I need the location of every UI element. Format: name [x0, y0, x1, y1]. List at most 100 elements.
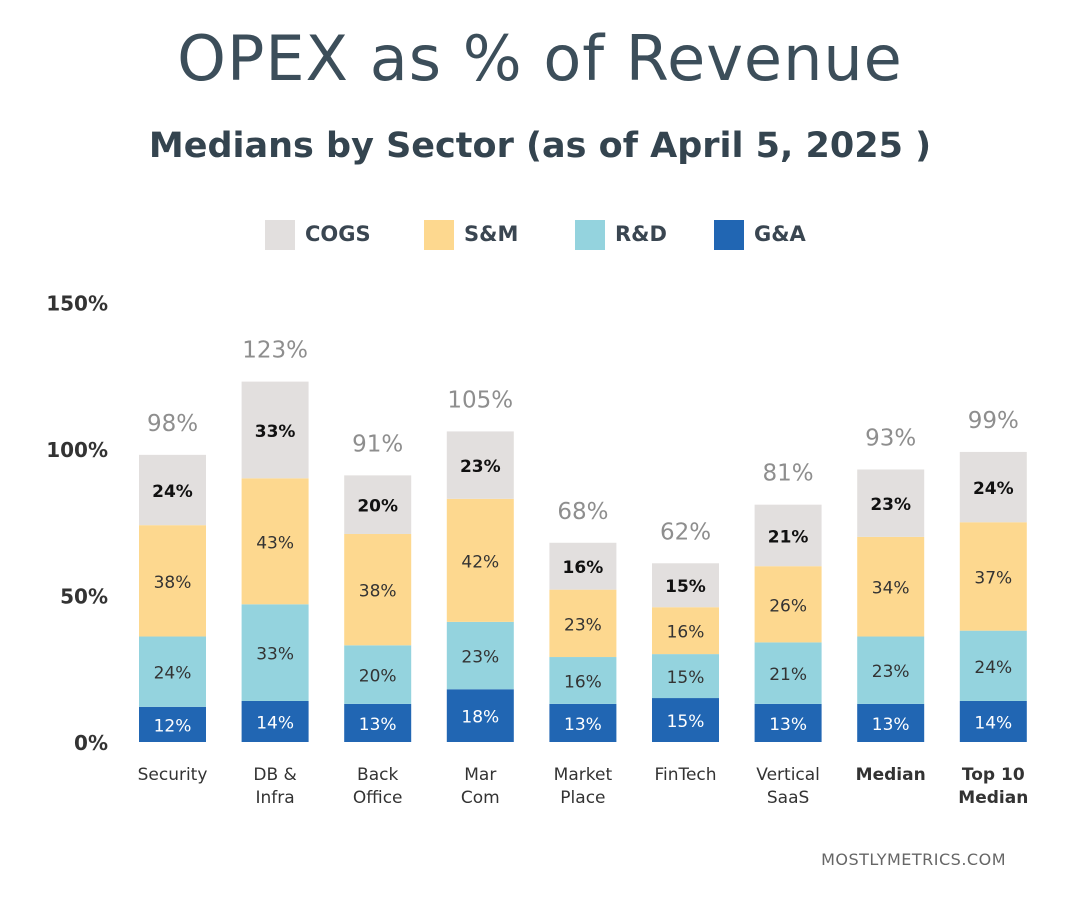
bar-segment-rd [857, 636, 925, 704]
x-tick-label: SaaS [767, 788, 809, 808]
total-label: 91% [352, 431, 403, 457]
data-label: 15% [665, 577, 706, 597]
bar-segment-rd [344, 645, 412, 704]
bar-segment-ga [754, 703, 822, 742]
data-label: 33% [255, 422, 296, 442]
total-label: 98% [147, 411, 198, 437]
y-tick-label: 150% [46, 292, 108, 316]
y-tick-label: 100% [46, 438, 108, 462]
data-label: 16% [667, 623, 705, 643]
data-label: 26% [769, 596, 807, 616]
data-label: 43% [256, 533, 294, 553]
bar-segment-sm [959, 522, 1027, 631]
x-tick-label: Median [856, 765, 926, 785]
data-label: 24% [154, 664, 192, 684]
legend-swatch-rd [575, 220, 605, 250]
bar-segment-sm [549, 589, 617, 658]
bar-segment-sm [344, 533, 412, 646]
data-label: 12% [154, 716, 192, 736]
source-credit: MOSTLYMETRICS.COM [821, 850, 1006, 869]
bar-segment-cogs [139, 454, 206, 526]
data-label: 23% [461, 648, 499, 668]
bar-segment-ga [241, 700, 309, 742]
data-label: 14% [256, 713, 294, 733]
data-label: 38% [359, 582, 397, 602]
data-label: 20% [359, 667, 397, 687]
bar-segment-ga [344, 703, 412, 742]
total-label: 68% [557, 499, 608, 525]
bar-segment-ga [652, 698, 719, 742]
bar-segment-ga [857, 703, 925, 742]
data-label: 18% [461, 708, 499, 728]
total-label: 81% [763, 461, 814, 487]
bar-segment-ga [959, 700, 1027, 742]
x-tick-label: Place [560, 788, 605, 808]
x-tick-label: Office [353, 788, 403, 808]
bar-segment-cogs [344, 475, 412, 534]
data-label: 15% [667, 668, 705, 688]
x-tick-label: Back [357, 765, 398, 785]
bar-segment-cogs [652, 563, 719, 608]
chart-subtitle: Medians by Sector (as of April 5, 2025 ) [148, 126, 932, 166]
x-tick-label: Vertical [756, 765, 820, 785]
bar-segment-sm [446, 498, 514, 622]
x-tick-label: DB & [253, 765, 296, 785]
data-label: 16% [563, 558, 604, 578]
bar-segment-sm [754, 566, 822, 643]
x-tick-label: Market [554, 765, 613, 785]
bar-segment-cogs [857, 469, 925, 537]
x-tick-label: Mar [464, 765, 496, 785]
bar-segment-rd [754, 642, 822, 704]
stacked-bar-chart: 0% 50% 100% 150% 12% 24% 38% 24% 98% Security 14% 3… [46, 292, 1028, 809]
total-label: 62% [660, 519, 711, 545]
x-tick-label: FinTech [654, 765, 716, 785]
data-label: 23% [870, 495, 911, 515]
x-tick-label: Security [138, 765, 208, 785]
bar-segment-sm [139, 525, 206, 637]
data-label: 16% [564, 672, 602, 692]
x-tick-label: Top 10 [962, 765, 1025, 785]
total-label: 99% [968, 408, 1019, 434]
data-label: 21% [768, 527, 809, 547]
data-label: 34% [872, 579, 910, 599]
data-label: 14% [974, 713, 1012, 733]
data-label: 13% [359, 715, 397, 735]
legend-swatch-sm [424, 220, 454, 250]
legend-swatch-ga [714, 220, 744, 250]
bar-segment-cogs [549, 542, 617, 590]
y-tick-label: 0% [74, 731, 108, 755]
legend-label-cogs: COGS [305, 222, 371, 246]
data-label: 37% [974, 568, 1012, 588]
data-label: 42% [461, 552, 499, 572]
data-label: 24% [152, 482, 193, 502]
legend-swatch-cogs [265, 220, 295, 250]
bar-segment-ga [549, 703, 617, 742]
bar-segment-ga [446, 689, 514, 742]
total-label: 123% [242, 338, 308, 364]
data-label: 13% [872, 715, 910, 735]
bar-segment-ga [139, 706, 206, 742]
legend-label-rd: R&D [615, 222, 667, 246]
data-label: 23% [460, 457, 501, 477]
bar-segment-rd [959, 630, 1027, 701]
data-label: 21% [769, 665, 807, 685]
data-label: 15% [667, 712, 705, 732]
bar-segment-rd [652, 654, 719, 699]
total-label: 93% [865, 426, 916, 452]
bar-segment-rd [241, 604, 309, 701]
legend-label-ga: G&A [754, 222, 806, 246]
bar-segment-rd [139, 636, 206, 707]
bar-segment-sm [857, 536, 925, 637]
x-tick-label: Com [461, 788, 500, 808]
data-label: 33% [256, 645, 294, 665]
bar-segment-cogs [241, 381, 309, 479]
data-label: 24% [974, 658, 1012, 678]
y-tick-label: 50% [60, 585, 108, 609]
data-label: 38% [154, 573, 192, 593]
chart-title: OPEX as % of Revenue [177, 22, 903, 95]
bar-segment-sm [652, 607, 719, 655]
data-label: 23% [564, 615, 602, 635]
bar-segment-cogs [446, 431, 514, 499]
bar-segment-cogs [754, 504, 822, 567]
bar-segment-cogs [959, 451, 1027, 523]
